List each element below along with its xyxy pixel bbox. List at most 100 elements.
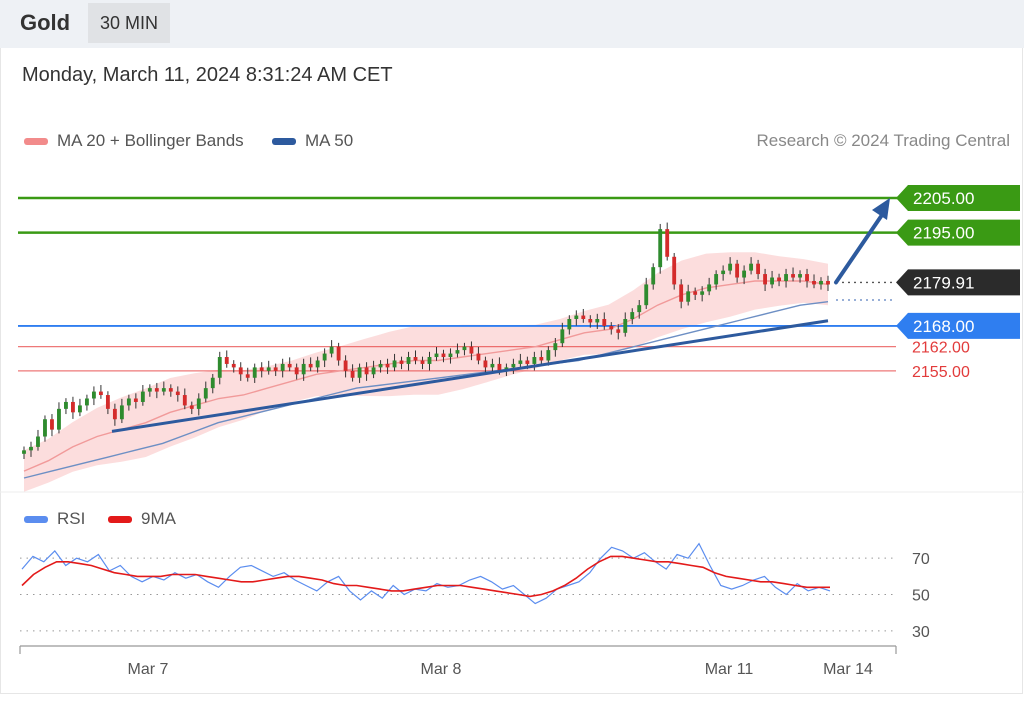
candle — [588, 315, 593, 328]
x-tick-label: Mar 11 — [705, 661, 754, 678]
candle-body — [399, 360, 404, 364]
level-labels: 2205.00 2195.00 2168.00 2162.00 2155.00 2179.… — [896, 185, 1020, 381]
candle — [294, 363, 299, 380]
candle-body — [392, 360, 397, 368]
candle — [64, 398, 68, 415]
candle-body — [462, 346, 467, 351]
candle-body — [567, 319, 572, 330]
candle-body — [434, 353, 439, 358]
rsi-label: RSI — [57, 509, 86, 528]
level-tag-2205.00 — [896, 185, 1020, 212]
candle-body — [210, 377, 215, 389]
candle-body — [658, 229, 663, 268]
candle — [812, 274, 816, 289]
candle — [721, 265, 726, 281]
candle — [826, 275, 830, 292]
candle-body — [161, 388, 166, 392]
candle — [518, 353, 523, 368]
candle-body — [693, 291, 698, 295]
candle — [259, 362, 264, 378]
candle-body — [679, 284, 684, 302]
candle — [427, 351, 432, 371]
candle — [50, 414, 54, 437]
candle — [252, 363, 257, 383]
ma20-label: MA 20 + Bollinger Bands — [57, 131, 244, 150]
candle-body — [266, 367, 271, 371]
candle — [574, 310, 579, 326]
candle — [819, 277, 823, 290]
candle — [343, 355, 348, 378]
candle — [210, 373, 215, 394]
candle — [665, 222, 670, 261]
level-tag-2195.00 — [896, 219, 1020, 246]
candle — [595, 313, 600, 330]
candle — [154, 382, 159, 399]
candle — [413, 350, 418, 365]
candle-body — [196, 398, 201, 409]
candle-body — [749, 263, 754, 271]
candle-body — [133, 398, 138, 402]
candle-body — [427, 357, 432, 364]
candle — [78, 398, 82, 417]
candle-body — [595, 319, 600, 323]
candle — [581, 308, 586, 323]
candle-body — [78, 405, 82, 413]
candle — [707, 277, 712, 296]
candle — [567, 315, 572, 335]
rsi-series-9ma — [21, 555, 830, 598]
candle-body — [231, 363, 236, 368]
candle-body — [175, 391, 180, 396]
candle-body — [763, 274, 768, 285]
candle — [336, 342, 341, 366]
candle — [357, 363, 362, 383]
candle — [686, 284, 691, 306]
ma20-swatch — [24, 137, 48, 145]
candle-body — [259, 367, 264, 371]
candle — [364, 362, 369, 381]
candle-body — [203, 388, 208, 399]
candle — [329, 340, 334, 358]
candle — [203, 381, 208, 403]
header-bar: Gold 30 MIN — [0, 0, 1024, 48]
candle-body — [665, 229, 670, 257]
candle — [448, 348, 453, 364]
candle — [623, 312, 628, 337]
candle-body — [728, 263, 733, 271]
candle-body — [721, 270, 726, 275]
candle-body — [819, 280, 823, 285]
timeframe-badge[interactable]: 30 MIN — [88, 3, 171, 43]
candle-body — [57, 408, 61, 430]
candle-body — [497, 363, 502, 371]
candle-body — [413, 357, 418, 361]
candle-body — [644, 284, 649, 306]
candle-body — [714, 274, 719, 285]
bollinger-band-area — [24, 252, 828, 492]
candle-body — [630, 312, 635, 319]
chart-card — [0, 48, 1023, 694]
candle-body — [371, 367, 376, 375]
x-tick-label: Mar 8 — [421, 661, 462, 678]
candle-body — [560, 329, 565, 344]
candle — [140, 385, 145, 406]
candle-body — [287, 363, 292, 368]
candle-body — [126, 398, 131, 406]
candle — [399, 356, 404, 370]
ma50-line — [23, 301, 829, 479]
candle — [350, 364, 355, 382]
candle — [287, 357, 292, 372]
candle-body — [329, 346, 334, 354]
candle-body — [315, 360, 320, 368]
candle — [672, 252, 677, 290]
candle-body — [441, 353, 446, 358]
candle-body — [294, 367, 299, 375]
candle — [714, 270, 719, 290]
candle — [189, 401, 194, 415]
candle — [735, 259, 740, 283]
candle-body — [154, 388, 159, 392]
candle — [420, 356, 425, 370]
legend-item-rsi: RSI — [24, 509, 85, 529]
candle — [161, 381, 166, 396]
level-label-2162.00: 2162.00 — [912, 340, 970, 357]
candle-body — [609, 325, 614, 330]
